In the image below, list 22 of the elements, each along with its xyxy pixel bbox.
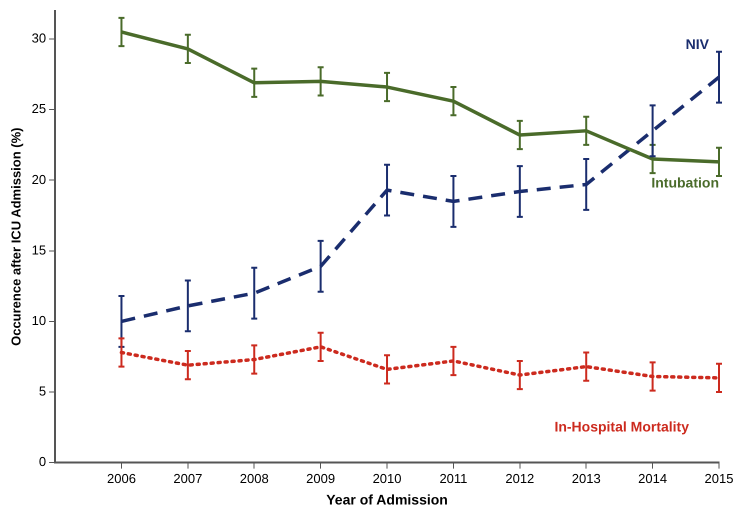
y-tick-label: 25 bbox=[32, 101, 46, 116]
text: In-Hospital Mortality bbox=[554, 418, 690, 435]
x-tick-label: 2013 bbox=[572, 470, 601, 486]
y-tick-label: 15 bbox=[32, 242, 46, 258]
y-tick-label: 5 bbox=[38, 384, 46, 399]
x-tick-label: 2012 bbox=[505, 470, 534, 486]
series-label: Intubation bbox=[651, 174, 719, 191]
y-tick-label: 20 bbox=[32, 172, 46, 187]
y-axis-title: Occurence after ICU Admission (%) bbox=[8, 127, 24, 346]
x-tick-label: 2009 bbox=[306, 470, 336, 486]
series-label: NIV bbox=[686, 36, 710, 52]
x-tick-label: 2007 bbox=[173, 470, 202, 486]
x-tick-label: 2010 bbox=[372, 470, 402, 486]
x-tick-label: 2014 bbox=[638, 470, 668, 486]
x-tick-label: 2011 bbox=[439, 470, 468, 486]
y-tick-label: 30 bbox=[32, 30, 46, 46]
x-axis-title: Year of Admission bbox=[326, 491, 448, 508]
y-tick-label: 0 bbox=[38, 454, 46, 470]
y-tick-label: 10 bbox=[32, 312, 46, 328]
x-tick-label: 2008 bbox=[240, 470, 269, 486]
x-tick-label: 2015 bbox=[704, 470, 734, 486]
x-tick-label: 2006 bbox=[106, 470, 136, 486]
